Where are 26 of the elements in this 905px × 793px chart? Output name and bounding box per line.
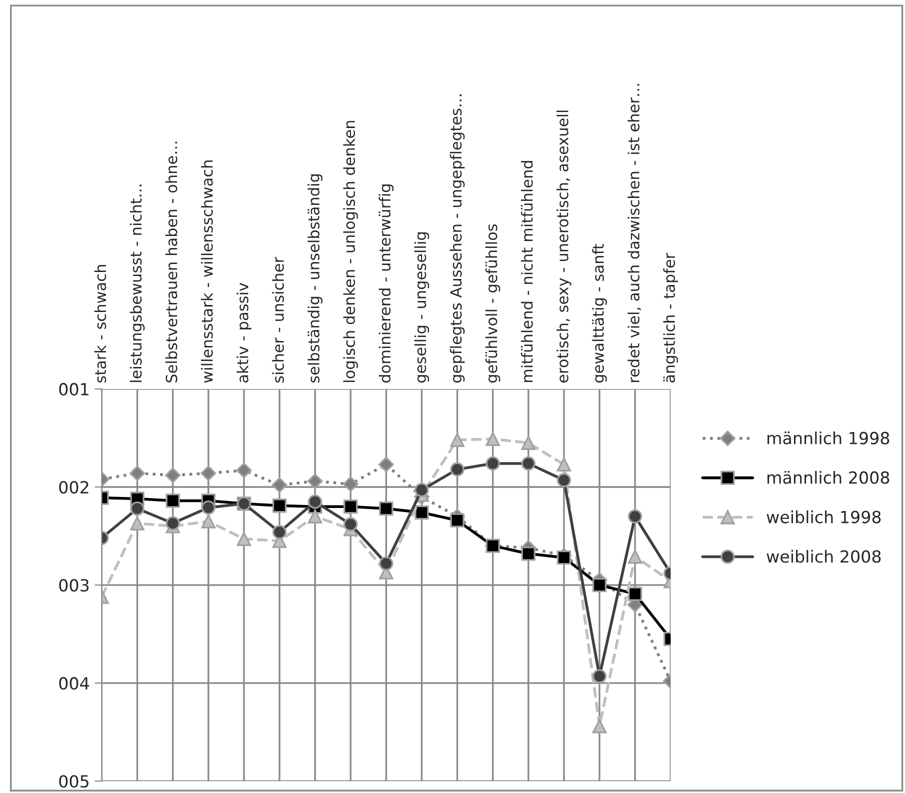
y-tick-label: 004 xyxy=(59,677,89,690)
x-tick-label: Selbstvertrauen haben - ohne… xyxy=(165,142,178,382)
legend-label: männlich 2008 xyxy=(768,470,890,484)
x-tick-label: sicher - unsicher xyxy=(272,256,284,383)
legend-label: weiblich 2008 xyxy=(766,550,881,563)
legend-label: männlich 1998 xyxy=(768,432,890,444)
x-tick-label: dominierend - unterwürfig xyxy=(378,184,394,383)
x-tick-label: leistungsbewusst - nicht… xyxy=(130,184,145,382)
x-tick-label: gepflegtes Aussehen - ungepflegtes… xyxy=(450,94,465,383)
x-tick-label: ängstlich - tapfer xyxy=(663,252,678,382)
x-tick-label: aktiv - passiv xyxy=(236,282,252,382)
x-tick-label: redet viel, auch dazwischen - ist eher… xyxy=(628,84,642,382)
x-tick-label: erotisch, sexy - unerotisch, asexuell xyxy=(556,110,572,383)
x-tick-label: mitfühlend - nicht mitfühlend xyxy=(520,160,533,382)
y-tick-label: 002 xyxy=(59,480,88,494)
y-tick-label: 001 xyxy=(59,382,88,396)
x-tick-label: gefühlvoll - gefühllos xyxy=(485,224,500,383)
x-tick-label: willensstark - willensschwach xyxy=(200,160,213,383)
x-tick-label: selbständig - unselbständig xyxy=(308,174,322,383)
x-tick-label: stark - schwach xyxy=(94,265,106,383)
x-tick-label: gesellig - ungesellig xyxy=(414,232,430,383)
y-tick-label: 003 xyxy=(59,579,89,592)
y-tick-label: 005 xyxy=(59,775,88,788)
legend-label: weiblich 1998 xyxy=(766,510,881,524)
x-tick-label: gewalttätig - sanft xyxy=(592,244,607,383)
x-tick-label: logisch denken - unlogisch denken xyxy=(343,120,358,382)
